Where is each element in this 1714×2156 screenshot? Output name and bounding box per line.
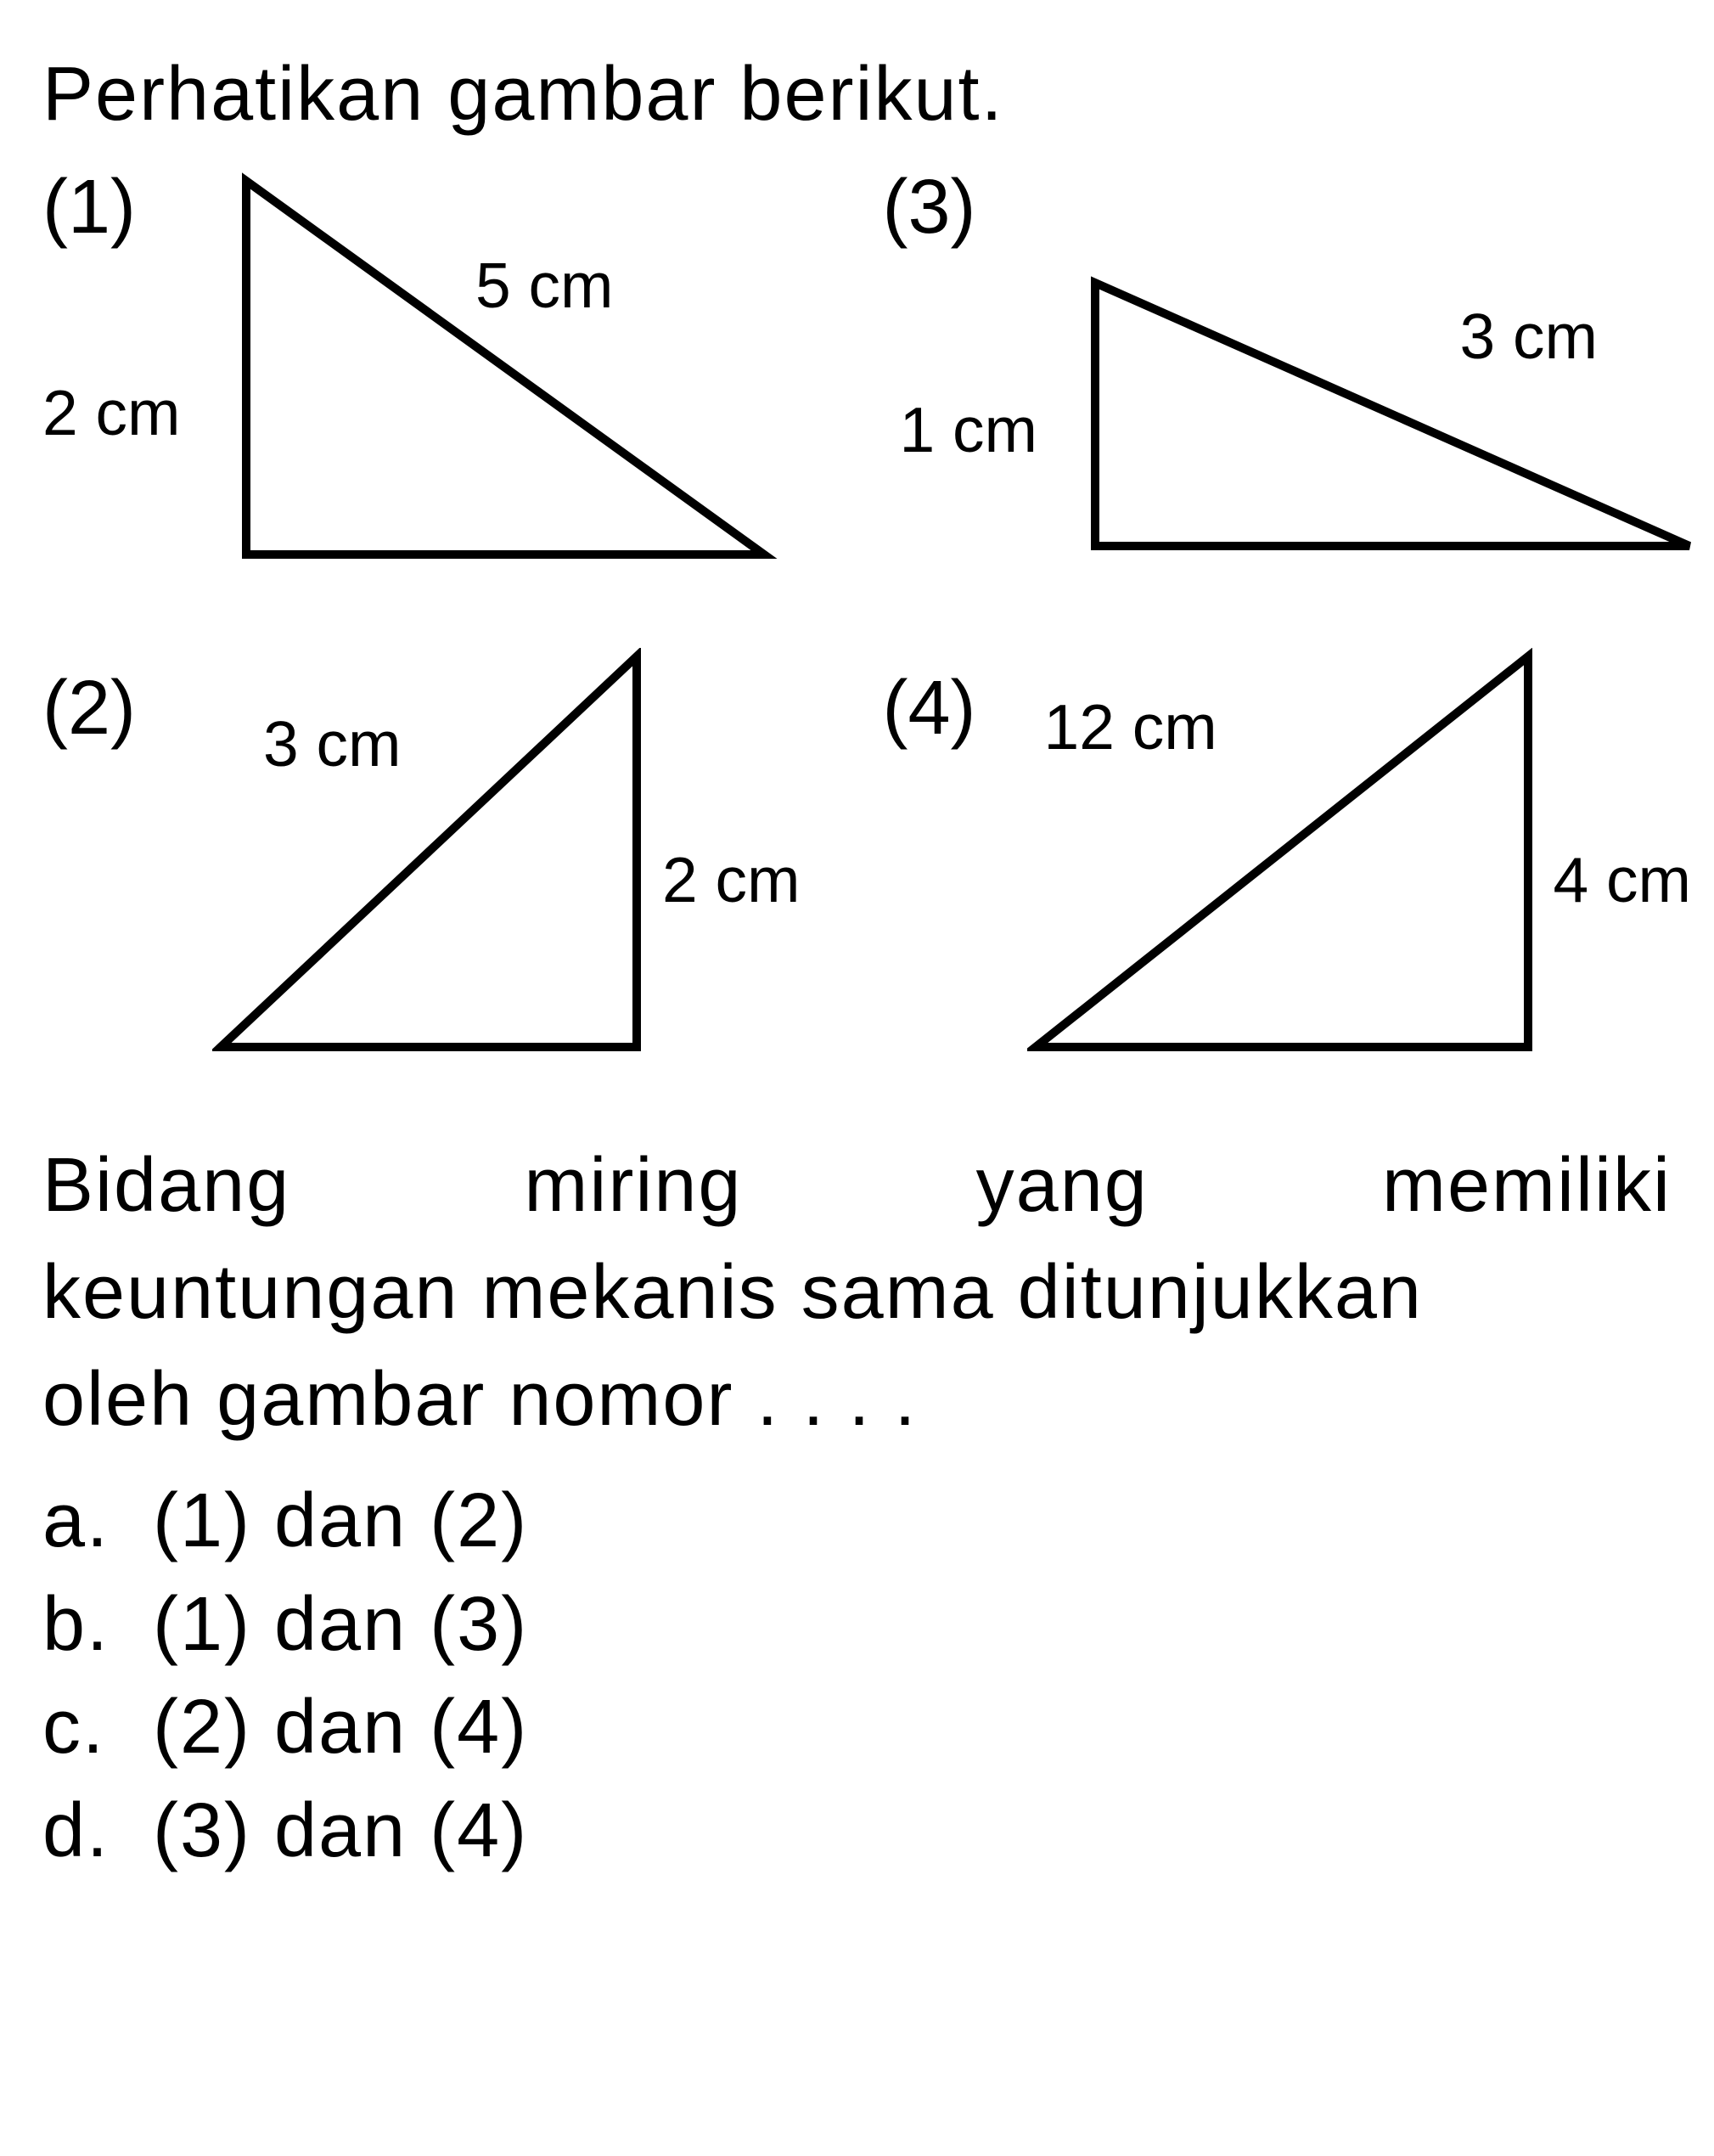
option-a-text: (1) dan (2) bbox=[153, 1478, 528, 1563]
option-d-letter: d. bbox=[42, 1780, 153, 1883]
triangle-3-svg bbox=[1087, 274, 1698, 554]
triangle-1-number: (1) bbox=[42, 164, 136, 251]
triangle-1-side: 2 cm bbox=[42, 376, 181, 449]
triangle-3-number: (3) bbox=[883, 164, 976, 251]
options-list: a.(1) dan (2) b.(1) dan (3) c.(2) dan (4… bbox=[42, 1470, 1672, 1883]
triangle-3-shape bbox=[1095, 283, 1689, 546]
question-text: Bidang miring yang memiliki keuntungan m… bbox=[42, 1132, 1672, 1453]
option-b-text: (1) dan (3) bbox=[153, 1582, 528, 1667]
triangle-1-hypotenuse: 5 cm bbox=[475, 249, 614, 322]
triangle-2-number: (2) bbox=[42, 665, 136, 752]
option-b-letter: b. bbox=[42, 1573, 153, 1677]
triangle-1-shape bbox=[246, 181, 764, 554]
triangle-2-hypotenuse: 3 cm bbox=[263, 707, 402, 780]
triangle-2-side: 2 cm bbox=[662, 843, 801, 916]
triangle-1-cell: (1) 5 cm 2 cm bbox=[42, 164, 832, 605]
question-line3: oleh gambar nomor . . . . bbox=[42, 1346, 1672, 1453]
question-word2: miring bbox=[524, 1132, 742, 1239]
option-c-text: (2) dan (4) bbox=[153, 1685, 528, 1770]
triangle-4-cell: (4) 12 cm 4 cm bbox=[883, 639, 1672, 1081]
triangle-4-number: (4) bbox=[883, 665, 976, 752]
option-d-text: (3) dan (4) bbox=[153, 1788, 528, 1873]
question-word4: memiliki bbox=[1382, 1132, 1672, 1239]
option-d: d.(3) dan (4) bbox=[42, 1780, 1672, 1883]
triangle-3-cell: (3) 3 cm 1 cm bbox=[883, 164, 1672, 605]
option-c: c.(2) dan (4) bbox=[42, 1676, 1672, 1780]
triangle-4-side: 4 cm bbox=[1554, 843, 1692, 916]
page-title: Perhatikan gambar berikut. bbox=[42, 51, 1672, 138]
option-a: a.(1) dan (2) bbox=[42, 1470, 1672, 1573]
question-word1: Bidang bbox=[42, 1132, 290, 1239]
option-c-letter: c. bbox=[42, 1676, 153, 1780]
triangle-1-svg bbox=[238, 172, 781, 563]
question-word3: yang bbox=[976, 1132, 1149, 1239]
triangle-4-hypotenuse: 12 cm bbox=[1044, 690, 1217, 763]
triangle-3-side: 1 cm bbox=[900, 393, 1038, 466]
triangles-grid: (1) 5 cm 2 cm (3) 3 cm 1 cm (2) 3 cm 2 c… bbox=[42, 164, 1672, 1081]
question-line2: keuntungan mekanis sama ditunjukkan bbox=[42, 1239, 1672, 1346]
triangle-3-hypotenuse: 3 cm bbox=[1460, 300, 1599, 373]
option-b: b.(1) dan (3) bbox=[42, 1573, 1672, 1677]
option-a-letter: a. bbox=[42, 1470, 153, 1573]
triangle-2-cell: (2) 3 cm 2 cm bbox=[42, 639, 832, 1081]
question-line1: Bidang miring yang memiliki bbox=[42, 1132, 1672, 1239]
